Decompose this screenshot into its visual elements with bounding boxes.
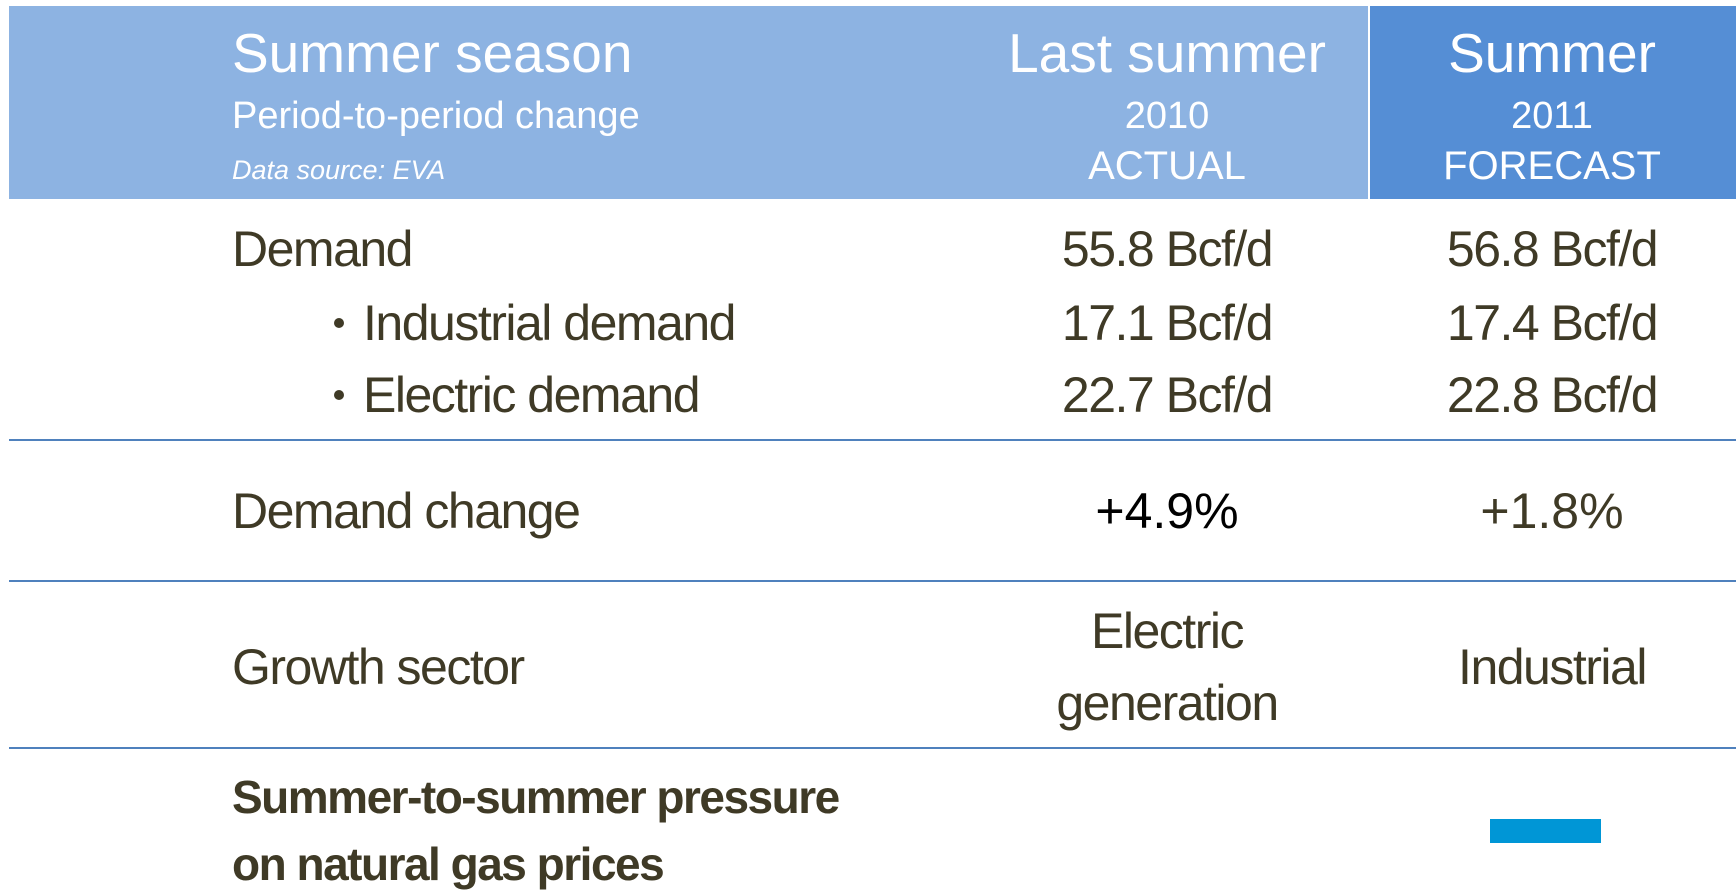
cell: 17.4 Bcf/d [1447, 295, 1657, 351]
header-band [9, 6, 1368, 199]
table-subtitle: Period-to-period change [232, 95, 640, 137]
data-source: Data source: EVA [232, 155, 445, 185]
column-title: Summer [1448, 22, 1656, 84]
column-title: Last summer [1008, 22, 1326, 84]
cell: 22.8 Bcf/d [1447, 367, 1657, 423]
column-year: 2011 [1511, 95, 1593, 137]
row-label: on natural gas prices [232, 838, 663, 890]
cell: +1.8% [1480, 483, 1623, 539]
table-title: Summer season [232, 22, 632, 84]
cell: 56.8 Bcf/d [1447, 221, 1657, 277]
cell: Electric [1091, 603, 1243, 659]
row-label: Summer-to-summer pressure [232, 771, 840, 823]
row-label: Industrial demand [363, 295, 735, 351]
column-year: 2010 [1125, 95, 1210, 137]
bullet [334, 318, 344, 328]
cell: Industrial [1458, 639, 1646, 695]
row-label: Electric demand [363, 367, 699, 423]
cell: +4.9% [1095, 483, 1238, 539]
pressure-indicator [1490, 819, 1601, 843]
cell: 17.1 Bcf/d [1062, 295, 1272, 351]
cell: 55.8 Bcf/d [1062, 221, 1272, 277]
cell: 22.7 Bcf/d [1062, 367, 1272, 423]
column-status: ACTUAL [1088, 144, 1246, 188]
cell: generation [1056, 675, 1277, 731]
row-label: Demand change [232, 483, 579, 539]
row-label: Growth sector [232, 639, 525, 695]
bullet [334, 390, 344, 400]
header-band-forecast [1370, 6, 1736, 199]
column-status: FORECAST [1443, 144, 1661, 188]
row-label: Demand [232, 221, 412, 277]
